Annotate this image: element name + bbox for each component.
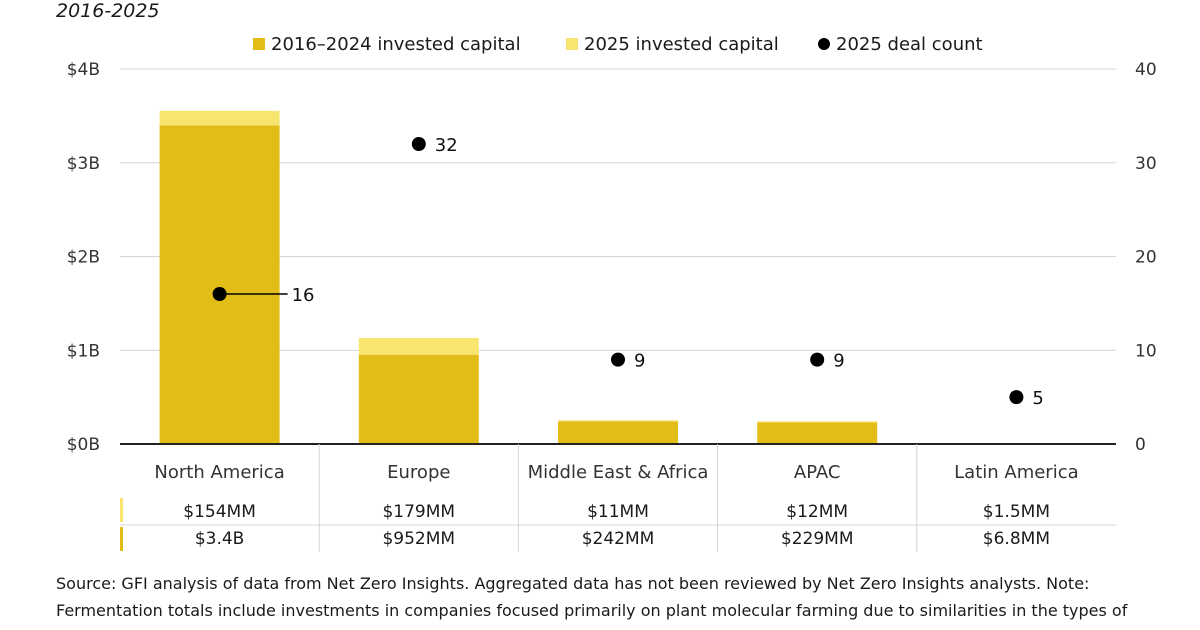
bar-prior [358,354,479,444]
bars [159,110,1077,444]
right-tick-label: 20 [1135,248,1157,268]
left-tick-label: $1B [67,341,100,361]
deal-count-label: 5 [1032,388,1043,409]
deal-count-dot [810,352,825,367]
deal-count-dot [1009,390,1024,405]
legend-dot-icon [818,38,830,50]
legend-swatch-prior [253,38,265,50]
deal-count-label: 32 [435,135,458,156]
legend: 2016–2024 invested capital 2025 invested … [253,34,983,55]
category-label: Europe [387,462,450,483]
bar-prior [757,422,878,444]
chart-subtitle: 2016-2025 [56,0,160,22]
gridlines [120,68,1116,351]
left-axis-ticks: $0B $1B $2B $3B $4B [67,60,100,455]
right-tick-label: 10 [1135,341,1157,361]
deal-count-dot [411,137,426,151]
bar-current [159,110,280,126]
row-marker-2016-2024 [120,527,123,551]
deal-count-dots: 16 32 9 9 5 [212,135,1044,409]
left-tick-label: $4B [67,60,100,80]
deal-count-label: 9 [833,351,844,372]
bar-current [558,420,678,422]
deal-count-label: 16 [292,285,315,306]
legend-label: 2025 deal count [836,34,983,55]
deal-count-label: 9 [634,351,645,372]
category-label: Latin America [954,462,1079,483]
legend-label: 2016–2024 invested capital [271,34,521,55]
left-tick-label: $3B [67,154,100,174]
right-axis-ticks: 0 10 20 30 40 [1135,60,1157,455]
row-marker-2025 [120,498,123,522]
left-tick-label: $2B [67,248,100,268]
right-tick-label: 40 [1135,60,1157,80]
table-cell-2025: $11MM [587,502,649,522]
bar-prior [159,125,280,444]
bar-prior [558,421,678,444]
table-cell-2016-2024: $229MM [781,529,854,549]
table-cell-2016-2024: $242MM [582,529,655,549]
category-label: Middle East & Africa [528,462,709,483]
table-cell-2025: $179MM [382,502,455,522]
bar-current [358,337,479,355]
source-note: Source: GFI analysis of data from Net Ze… [56,574,1128,620]
category-label: APAC [794,462,841,483]
table-cell-2025: $154MM [183,502,256,522]
table-cell-2016-2024: $6.8MM [983,529,1050,549]
legend-label: 2025 invested capital [584,34,779,55]
table-cell-2016-2024: $952MM [382,529,455,549]
table-cell-2016-2024: $3.4B [195,529,245,549]
bar-current [757,421,878,423]
right-tick-label: 0 [1135,435,1146,455]
left-tick-label: $0B [67,435,100,455]
table-cell-2025: $12MM [786,502,848,522]
category-label: North America [154,462,284,483]
right-tick-label: 30 [1135,154,1157,174]
value-table: North America $154MM $3.4B Europe $179MM $952… [120,444,1116,552]
table-cell-2025: $1.5MM [983,502,1050,522]
deal-count-dot [611,352,625,367]
legend-swatch-current [566,38,578,50]
